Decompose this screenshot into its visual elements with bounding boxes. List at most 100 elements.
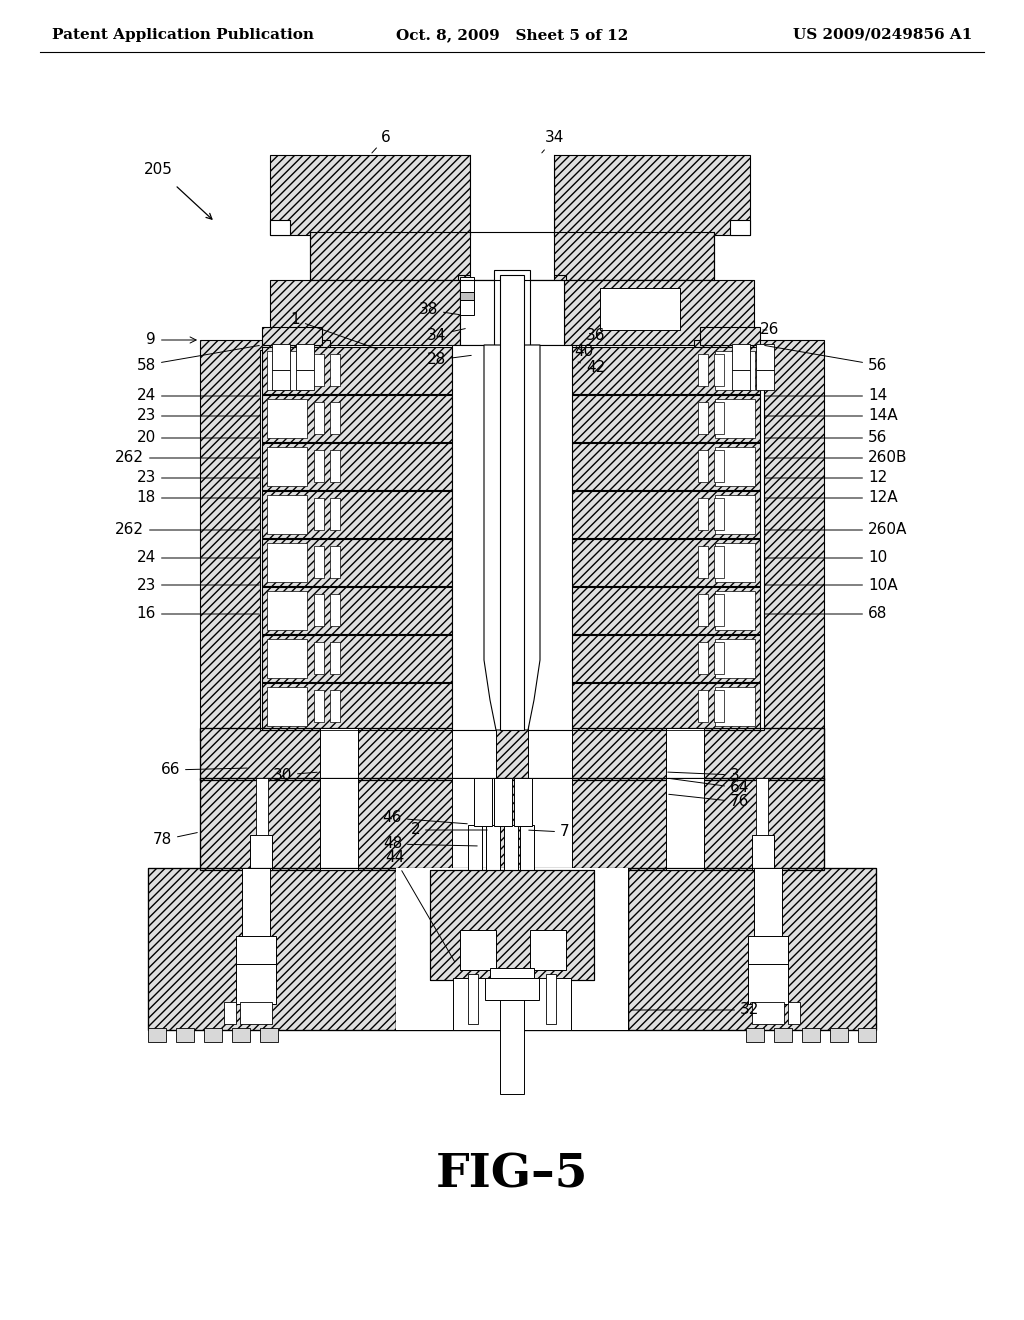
Bar: [714, 354, 724, 385]
Bar: [698, 546, 708, 578]
Bar: [564, 280, 754, 345]
Bar: [570, 539, 760, 586]
Bar: [330, 450, 340, 482]
Text: 34: 34: [542, 129, 564, 153]
Bar: [330, 690, 340, 722]
Text: 260B: 260B: [765, 450, 907, 466]
Bar: [460, 292, 474, 300]
Bar: [490, 968, 534, 978]
Bar: [590, 280, 690, 341]
Text: 23: 23: [136, 408, 259, 424]
Bar: [570, 587, 760, 634]
Bar: [698, 498, 708, 531]
Text: 28: 28: [427, 352, 471, 367]
Bar: [746, 1028, 764, 1041]
Bar: [500, 275, 524, 730]
Bar: [314, 354, 324, 385]
Bar: [628, 869, 876, 1030]
Text: 16: 16: [136, 606, 259, 622]
Bar: [314, 498, 324, 531]
Bar: [296, 370, 314, 389]
Bar: [319, 729, 358, 780]
Bar: [714, 403, 724, 434]
Bar: [514, 777, 532, 826]
Bar: [453, 978, 571, 1030]
Bar: [715, 591, 755, 630]
Bar: [470, 232, 554, 280]
Bar: [715, 495, 755, 535]
Text: 14: 14: [765, 388, 887, 404]
Bar: [570, 491, 760, 539]
Bar: [666, 777, 705, 870]
Bar: [666, 729, 705, 780]
Bar: [570, 444, 760, 490]
Bar: [500, 968, 524, 1094]
Bar: [262, 635, 452, 682]
Bar: [262, 444, 452, 490]
Bar: [485, 978, 539, 1001]
Bar: [570, 539, 760, 586]
Bar: [314, 642, 324, 675]
Bar: [570, 347, 760, 393]
Bar: [570, 347, 760, 393]
Text: 10A: 10A: [765, 578, 898, 593]
Text: Oct. 8, 2009   Sheet 5 of 12: Oct. 8, 2009 Sheet 5 of 12: [396, 28, 628, 42]
Bar: [698, 403, 708, 434]
Bar: [470, 154, 554, 235]
Bar: [554, 154, 750, 235]
Bar: [148, 869, 396, 1030]
Polygon shape: [484, 345, 540, 730]
Text: 26: 26: [760, 322, 779, 338]
Bar: [396, 869, 628, 1030]
Bar: [267, 447, 307, 486]
Bar: [474, 777, 492, 826]
Bar: [267, 495, 307, 535]
Bar: [200, 777, 824, 870]
Bar: [698, 642, 708, 675]
Text: 260A: 260A: [765, 523, 907, 537]
Bar: [270, 154, 470, 235]
Bar: [314, 450, 324, 482]
Bar: [858, 1028, 876, 1041]
Bar: [319, 777, 358, 870]
Bar: [570, 587, 760, 634]
Polygon shape: [270, 220, 290, 235]
Bar: [468, 825, 482, 870]
Text: 262: 262: [115, 450, 259, 466]
Text: Patent Application Publication: Patent Application Publication: [52, 28, 314, 42]
Bar: [570, 635, 760, 682]
Bar: [452, 345, 572, 730]
Text: 68: 68: [765, 606, 888, 622]
Bar: [330, 403, 340, 434]
Bar: [267, 591, 307, 630]
Bar: [802, 1028, 820, 1041]
Bar: [486, 825, 500, 870]
Bar: [240, 1002, 272, 1024]
Text: 205: 205: [143, 162, 172, 177]
Bar: [756, 370, 774, 389]
Bar: [262, 539, 452, 586]
Bar: [262, 395, 452, 442]
Bar: [430, 870, 594, 979]
Bar: [715, 351, 755, 389]
Bar: [504, 825, 518, 870]
Text: 66: 66: [161, 763, 247, 777]
Bar: [696, 350, 764, 730]
Bar: [262, 587, 452, 634]
Text: 56: 56: [765, 430, 888, 446]
Bar: [262, 347, 452, 393]
Bar: [262, 682, 452, 730]
Bar: [530, 931, 566, 970]
Bar: [754, 869, 782, 940]
Text: 76: 76: [669, 795, 750, 809]
Bar: [570, 444, 760, 490]
Text: 48: 48: [383, 837, 477, 851]
Bar: [236, 964, 276, 1005]
Bar: [256, 777, 268, 836]
Bar: [715, 543, 755, 582]
Bar: [272, 345, 290, 370]
Bar: [694, 341, 824, 741]
Bar: [698, 354, 708, 385]
Bar: [458, 275, 566, 470]
Bar: [460, 931, 496, 970]
